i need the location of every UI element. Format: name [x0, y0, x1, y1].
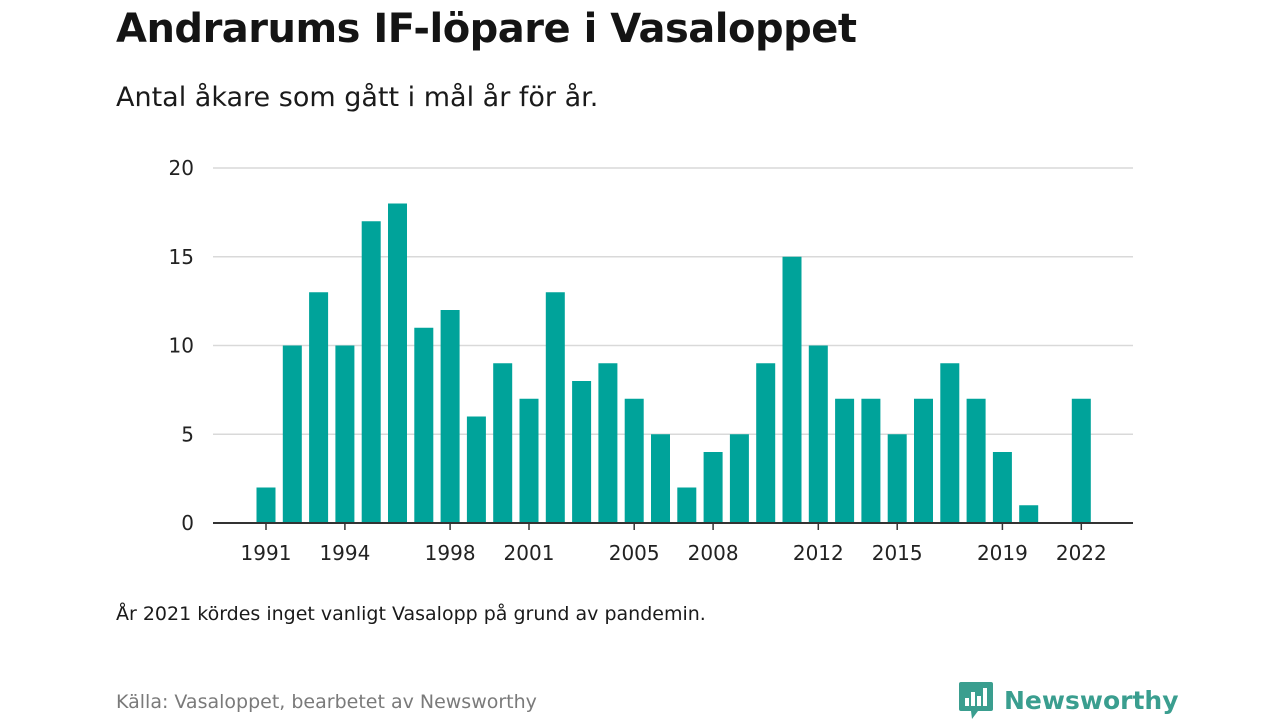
source-text: Källa: Vasaloppet, bearbetet av Newswort…	[116, 691, 537, 713]
x-tick-label-2008: 2008	[688, 541, 739, 565]
bar-1999	[466, 416, 486, 523]
bar-chart: 0 5 10 15 20 1991 1994 1998 2001 2005 2008 2012 2015…	[169, 156, 1133, 565]
bar-2011	[782, 256, 802, 523]
bar-1995	[361, 221, 381, 523]
bar-2005	[624, 398, 644, 523]
bar-1998	[440, 310, 460, 523]
bar-2019	[992, 452, 1012, 523]
bar-2015	[887, 434, 907, 523]
bar-1991	[256, 487, 276, 523]
y-tick-label-10: 10	[169, 334, 194, 358]
bar-2002	[545, 292, 565, 523]
bar-2009	[729, 434, 749, 523]
x-tick-label-2001: 2001	[504, 541, 555, 565]
bar-1997	[414, 327, 434, 523]
x-tick-label-1991: 1991	[241, 541, 292, 565]
chart-subtitle: Antal åkare som gått i mål år för år.	[116, 82, 599, 113]
bar-2004	[598, 363, 618, 523]
bar-2010	[756, 363, 776, 523]
brand-logo: Newsworthy	[958, 680, 1179, 720]
bar-1994	[335, 345, 355, 523]
bar-2017	[940, 363, 960, 523]
x-tick-label-2015: 2015	[872, 541, 923, 565]
bar-2006	[651, 434, 670, 523]
bar-2020	[1019, 505, 1039, 523]
bar-2012	[808, 345, 828, 523]
y-tick-label-5: 5	[181, 422, 194, 446]
x-tick-label-2012: 2012	[793, 541, 844, 565]
bar-1993	[309, 292, 329, 523]
bar-2013	[835, 398, 855, 523]
bar-2016	[914, 398, 933, 523]
bar-2007	[677, 487, 697, 523]
y-tick-label-15: 15	[169, 245, 194, 269]
x-tick-label-2019: 2019	[977, 541, 1028, 565]
bar-2018	[966, 398, 986, 523]
x-tick-label-1994: 1994	[319, 541, 370, 565]
footnote: År 2021 kördes inget vanligt Vasalopp på…	[116, 603, 706, 625]
y-tick-label-20: 20	[169, 156, 194, 180]
bar-1996	[388, 203, 407, 523]
bar-2000	[493, 363, 513, 523]
bar-2001	[519, 398, 539, 523]
x-tick-label-2005: 2005	[609, 541, 660, 565]
bar-2014	[861, 398, 881, 523]
chart-title: Andrarums IF-löpare i Vasaloppet	[116, 6, 857, 52]
brand-name: Newsworthy	[1004, 685, 1179, 715]
bar-2003	[572, 381, 592, 523]
y-tick-label-0: 0	[181, 511, 194, 535]
newsworthy-logo-icon	[959, 682, 993, 719]
x-tick-label-1998: 1998	[425, 541, 476, 565]
bar-2008	[703, 452, 723, 523]
bar-1992	[282, 345, 302, 523]
bar-2022	[1071, 398, 1091, 523]
x-tick-label-2022: 2022	[1056, 541, 1107, 565]
